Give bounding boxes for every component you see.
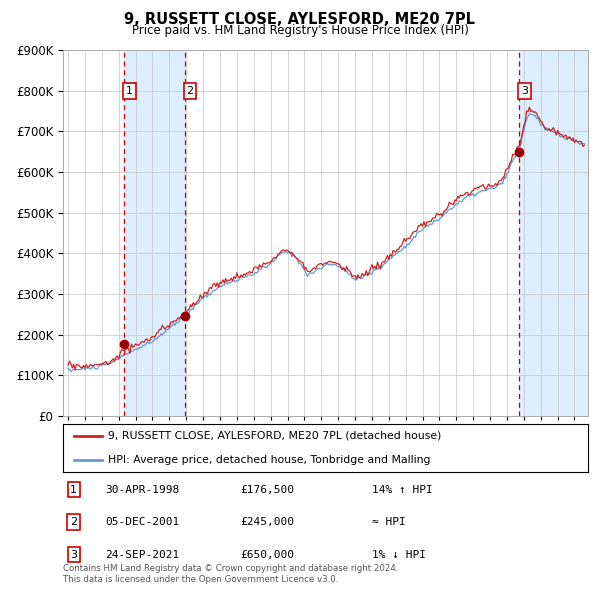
Text: 1: 1 <box>70 485 77 494</box>
Text: This data is licensed under the Open Government Licence v3.0.: This data is licensed under the Open Gov… <box>63 575 338 584</box>
Text: 9, RUSSETT CLOSE, AYLESFORD, ME20 7PL (detached house): 9, RUSSETT CLOSE, AYLESFORD, ME20 7PL (d… <box>107 431 441 441</box>
Text: 30-APR-1998: 30-APR-1998 <box>105 485 179 494</box>
Text: 05-DEC-2001: 05-DEC-2001 <box>105 517 179 527</box>
Text: £245,000: £245,000 <box>240 517 294 527</box>
Text: Contains HM Land Registry data © Crown copyright and database right 2024.: Contains HM Land Registry data © Crown c… <box>63 565 398 573</box>
Text: Price paid vs. HM Land Registry's House Price Index (HPI): Price paid vs. HM Land Registry's House … <box>131 24 469 37</box>
Text: ≈ HPI: ≈ HPI <box>372 517 406 527</box>
Text: £176,500: £176,500 <box>240 485 294 494</box>
Text: 2: 2 <box>187 86 194 96</box>
Text: 3: 3 <box>70 550 77 559</box>
Bar <box>124 50 185 416</box>
Text: 1: 1 <box>126 86 133 96</box>
Bar <box>519 50 588 416</box>
Text: 14% ↑ HPI: 14% ↑ HPI <box>372 485 433 494</box>
Text: HPI: Average price, detached house, Tonbridge and Malling: HPI: Average price, detached house, Tonb… <box>107 455 430 465</box>
Text: 1% ↓ HPI: 1% ↓ HPI <box>372 550 426 559</box>
Text: 24-SEP-2021: 24-SEP-2021 <box>105 550 179 559</box>
Text: 9, RUSSETT CLOSE, AYLESFORD, ME20 7PL: 9, RUSSETT CLOSE, AYLESFORD, ME20 7PL <box>125 12 476 27</box>
Text: 2: 2 <box>70 517 77 527</box>
Text: £650,000: £650,000 <box>240 550 294 559</box>
Text: 3: 3 <box>521 86 528 96</box>
